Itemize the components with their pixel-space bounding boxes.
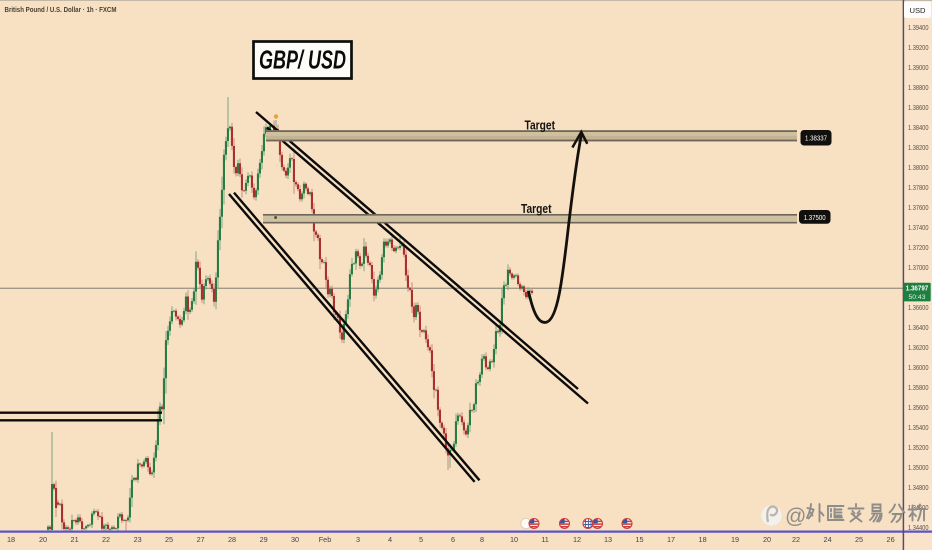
svg-text:27: 27 (197, 535, 205, 544)
svg-text:25: 25 (855, 535, 863, 544)
svg-text:1.37800: 1.37800 (908, 183, 929, 192)
svg-text:30: 30 (291, 535, 299, 544)
svg-text:22: 22 (102, 535, 110, 544)
svg-text:1.38600: 1.38600 (908, 103, 929, 112)
svg-text:10: 10 (510, 535, 518, 544)
svg-text:1.35800: 1.35800 (908, 383, 929, 392)
svg-text:British Pound / U.S. Dollar ·: British Pound / U.S. Dollar · 1h · FXCM (5, 5, 117, 14)
svg-text:1.38200: 1.38200 (908, 143, 929, 152)
svg-text:1.38000: 1.38000 (908, 163, 929, 172)
svg-text:11: 11 (541, 535, 549, 544)
svg-text:23: 23 (134, 535, 142, 544)
svg-text:1.37200: 1.37200 (908, 243, 929, 252)
svg-text:1.36000: 1.36000 (908, 363, 929, 372)
svg-text:1.35200: 1.35200 (908, 443, 929, 452)
svg-text:24: 24 (824, 535, 832, 544)
svg-text:1.36797: 1.36797 (906, 284, 929, 293)
svg-text:3: 3 (356, 535, 360, 544)
svg-text:5: 5 (419, 535, 423, 544)
svg-text:17: 17 (667, 535, 675, 544)
svg-text:20: 20 (39, 535, 47, 544)
svg-text:1.37400: 1.37400 (908, 223, 929, 232)
svg-text:21: 21 (71, 535, 79, 544)
svg-text:1.36600: 1.36600 (908, 303, 929, 312)
svg-text:12: 12 (573, 535, 581, 544)
svg-text:25: 25 (165, 535, 173, 544)
svg-text:1.39400: 1.39400 (908, 23, 929, 32)
svg-text:18: 18 (7, 535, 15, 544)
svg-text:8: 8 (480, 535, 484, 544)
svg-text:USD: USD (909, 6, 926, 15)
svg-text:Target: Target (521, 201, 552, 216)
svg-text:1.36200: 1.36200 (908, 343, 929, 352)
svg-text:1.35000: 1.35000 (908, 463, 929, 472)
svg-text:22: 22 (792, 535, 800, 544)
svg-text:20: 20 (763, 535, 771, 544)
svg-text:Feb: Feb (319, 535, 332, 544)
svg-text:6: 6 (451, 535, 455, 544)
svg-text:@: @ (785, 505, 806, 528)
svg-text:Target: Target (525, 118, 556, 133)
svg-text:1.35600: 1.35600 (908, 403, 929, 412)
svg-text:19: 19 (731, 535, 739, 544)
svg-text:1.35400: 1.35400 (908, 423, 929, 432)
svg-text:1.38337: 1.38337 (805, 134, 827, 143)
svg-text:1.37600: 1.37600 (908, 203, 929, 212)
svg-text:13: 13 (604, 535, 612, 544)
svg-text:GBP/ USD: GBP/ USD (259, 45, 346, 75)
svg-text:1.37500: 1.37500 (804, 213, 826, 222)
svg-text:1.39000: 1.39000 (908, 63, 929, 72)
svg-text:1.36400: 1.36400 (908, 323, 929, 332)
svg-text:15: 15 (635, 535, 643, 544)
svg-text:28: 28 (228, 535, 236, 544)
svg-text:26: 26 (887, 535, 895, 544)
svg-text:1.38400: 1.38400 (908, 123, 929, 132)
svg-text:1.37000: 1.37000 (908, 263, 929, 272)
svg-text:1.39200: 1.39200 (908, 43, 929, 52)
svg-text:1.34800: 1.34800 (908, 483, 929, 492)
svg-text:18: 18 (699, 535, 707, 544)
svg-text:4: 4 (388, 535, 392, 544)
svg-text:1.34400: 1.34400 (908, 523, 929, 532)
svg-text:50:43: 50:43 (908, 294, 925, 301)
svg-text:1.38800: 1.38800 (908, 83, 929, 92)
svg-text:29: 29 (260, 535, 268, 544)
